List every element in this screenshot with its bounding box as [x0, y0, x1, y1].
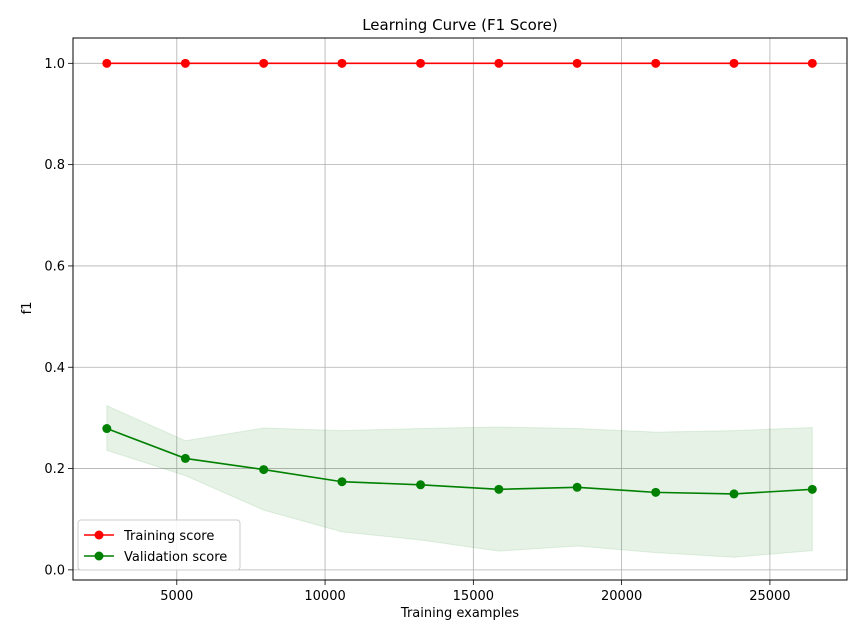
y-tick-label: 0.0 [44, 563, 65, 578]
validation-score-point [180, 453, 190, 463]
validation-score-point [651, 487, 661, 497]
legend-label-training: Training score [123, 529, 214, 544]
validation-score-point [337, 477, 347, 487]
validation-score-point [259, 465, 269, 475]
validation-score-point [494, 484, 504, 494]
legend-box [77, 519, 241, 571]
legend-marker-training [94, 530, 104, 540]
validation-score-band [106, 404, 813, 558]
legend: Training score Validation score [77, 519, 241, 571]
training-score-point [416, 58, 426, 68]
series-markers [102, 58, 817, 499]
training-score-point [651, 58, 661, 68]
x-tick-label: 5000 [160, 589, 193, 604]
x-tick-label: 10000 [304, 589, 345, 604]
plot-frame [72, 37, 848, 581]
x-tick-label: 25000 [749, 589, 790, 604]
legend-label-validation: Validation score [124, 550, 227, 565]
validation-score-point [102, 424, 112, 434]
y-tick-label: 0.2 [44, 462, 65, 477]
y-tick-label: 1.0 [44, 57, 65, 72]
training-score-point [180, 58, 190, 68]
training-score-point [259, 58, 269, 68]
training-score-point [102, 58, 112, 68]
legend-marker-validation [94, 551, 104, 561]
confidence-bands [106, 404, 813, 558]
training-score-point [729, 58, 739, 68]
y-tick-label: 0.4 [44, 361, 65, 376]
y-axis-ticks: 0.0 0.2 0.4 0.6 0.8 1.0 [44, 57, 73, 578]
x-tick-label: 20000 [601, 589, 642, 604]
training-score-point [807, 58, 817, 68]
chart-title: Learning Curve (F1 Score) [362, 16, 558, 34]
y-axis-label: f1 [20, 302, 35, 315]
series-lines [106, 62, 813, 495]
y-tick-label: 0.6 [44, 259, 65, 274]
training-score-point [494, 58, 504, 68]
training-score-point [337, 58, 347, 68]
y-tick-label: 0.8 [44, 158, 65, 173]
validation-score-point [807, 484, 817, 494]
x-tick-label: 15000 [453, 589, 494, 604]
validation-score-line [106, 427, 813, 495]
training-score-point [572, 58, 582, 68]
validation-score-point [416, 480, 426, 490]
x-axis-label: Training examples [400, 606, 519, 621]
validation-score-point [729, 489, 739, 499]
x-axis-ticks: 5000 10000 15000 20000 25000 [160, 580, 791, 604]
validation-score-point [572, 482, 582, 492]
